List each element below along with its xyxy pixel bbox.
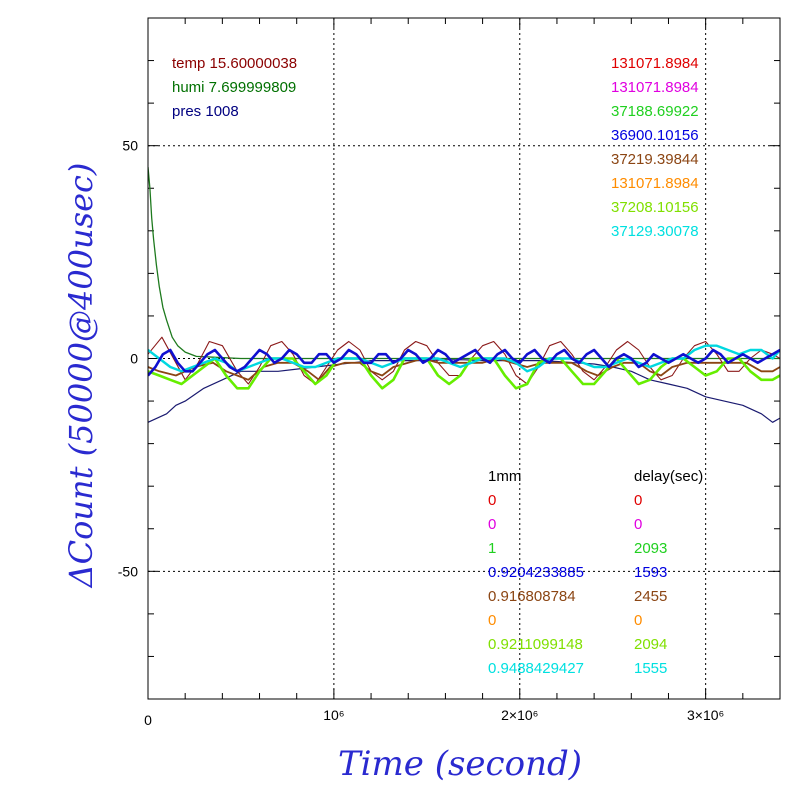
env-label-0: temp 15.60000038 (172, 55, 297, 72)
series-value-4: 37219.39844 (611, 151, 699, 168)
y-tick-labels: 50 0 -50 (118, 138, 138, 580)
series-lines (148, 166, 780, 423)
table-cell-1mm-3: 0.9204233885 (488, 564, 584, 581)
table-cell-1mm-5: 0 (488, 612, 496, 629)
environment-legend: temp 15.60000038 humi 7.699999809 pres 100… (172, 55, 297, 120)
plot-frame (147, 17, 781, 700)
table-cell-delay-2: 2093 (634, 540, 667, 557)
series-value-2: 37188.69922 (611, 103, 699, 120)
x-tick-label-2: 2×10⁶ (501, 707, 538, 723)
table-cell-1mm-6: 0.9211099148 (488, 636, 583, 653)
y-tick-label-0: 50 (122, 138, 138, 154)
env-label-1: humi 7.699999809 (172, 79, 296, 96)
series-value-6: 37208.10156 (611, 199, 699, 216)
series-value-0: 131071.8984 (611, 55, 699, 72)
parameter-table: 1mm delay(sec) 0 0 0 0 1 2093 0.9204233885 1593 0.… (488, 468, 703, 677)
series-line-1 (148, 359, 780, 423)
table-cell-delay-0: 0 (634, 492, 642, 509)
table-header-delay: delay(sec) (634, 468, 703, 485)
table-cell-1mm-7: 0.9488429427 (488, 660, 584, 677)
x-axis-label: Time (second) (338, 744, 582, 784)
x-tick-label-1: 10⁶ (323, 707, 344, 723)
series-value-legend: 131071.8984 131071.8984 37188.69922 36900.1… (611, 55, 699, 240)
y-axis-label: ΔCount (50000@400usec) (62, 163, 100, 590)
table-cell-delay-4: 2455 (634, 588, 667, 605)
table-cell-1mm-4: 0.916808784 (488, 588, 576, 605)
x-tick-label-0: 0 (144, 712, 152, 728)
series-line-6 (148, 348, 780, 377)
table-header-1mm: 1mm (488, 468, 521, 485)
table-cell-delay-6: 2094 (634, 636, 667, 653)
y-tick-label-2: -50 (118, 563, 138, 579)
table-cell-delay-3: 1593 (634, 564, 667, 581)
table-cell-1mm-0: 0 (488, 492, 496, 509)
table-cell-delay-1: 0 (634, 516, 642, 533)
table-cell-delay-7: 1555 (634, 660, 667, 677)
series-value-5: 131071.8984 (611, 175, 699, 192)
y-tick-label-1: 0 (130, 351, 138, 367)
series-value-7: 37129.30078 (611, 223, 699, 240)
series-value-3: 36900.10156 (611, 127, 699, 144)
series-value-1: 131071.8984 (611, 79, 699, 96)
table-cell-1mm-1: 0 (488, 516, 496, 533)
x-tick-label-3: 3×10⁶ (687, 707, 724, 723)
table-cell-delay-5: 0 (634, 612, 642, 629)
table-cell-1mm-2: 1 (488, 540, 496, 557)
x-tick-labels: 0 10⁶ 2×10⁶ 3×10⁶ (144, 707, 724, 728)
env-label-2: pres 1008 (172, 103, 239, 120)
